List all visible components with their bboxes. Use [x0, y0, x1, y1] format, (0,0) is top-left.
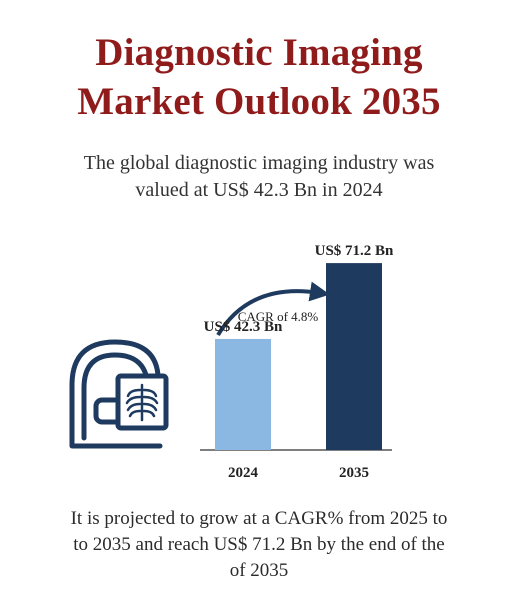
bar-2035	[326, 263, 382, 450]
cagr-arrow	[216, 281, 330, 337]
intro-line-1: The global diagnostic imaging industry w…	[83, 152, 435, 174]
title-line-1: Diagnostic Imaging	[95, 31, 423, 74]
tick-label-2035: 2035	[339, 465, 369, 481]
bar-2024	[215, 338, 271, 450]
outro-line-3: of 2035	[229, 560, 289, 581]
title-line-2: Market Outlook 2035	[77, 80, 441, 123]
value-label-2024: US$ 42.3 Bn	[204, 319, 283, 335]
cagr-annotation: CAGR of 4.8%	[238, 309, 319, 324]
intro-text: The global diagnostic imaging industry w…	[0, 150, 518, 204]
outro-line-1: It is projected to grow at a CAGR% from …	[70, 508, 448, 529]
tick-label-2024: 2024	[228, 465, 259, 481]
market-chart: CAGR of 4.8% US$ 42.3 Bn 2024 US$ 71.2 Bn 2…	[69, 243, 394, 481]
outro-text: It is projected to grow at a CAGR% from …	[0, 506, 518, 584]
outro-line-2: to 2035 and reach US$ 71.2 Bn by the end…	[73, 534, 445, 555]
intro-line-2: valued at US$ 42.3 Bn in 2024	[135, 179, 383, 201]
ct-scanner-xray-icon	[69, 339, 169, 449]
value-label-2035: US$ 71.2 Bn	[315, 243, 394, 259]
page-title: Diagnostic Imaging Market Outlook 2035	[0, 28, 518, 126]
bar-group: US$ 42.3 Bn 2024 US$ 71.2 Bn 2035	[204, 243, 394, 481]
